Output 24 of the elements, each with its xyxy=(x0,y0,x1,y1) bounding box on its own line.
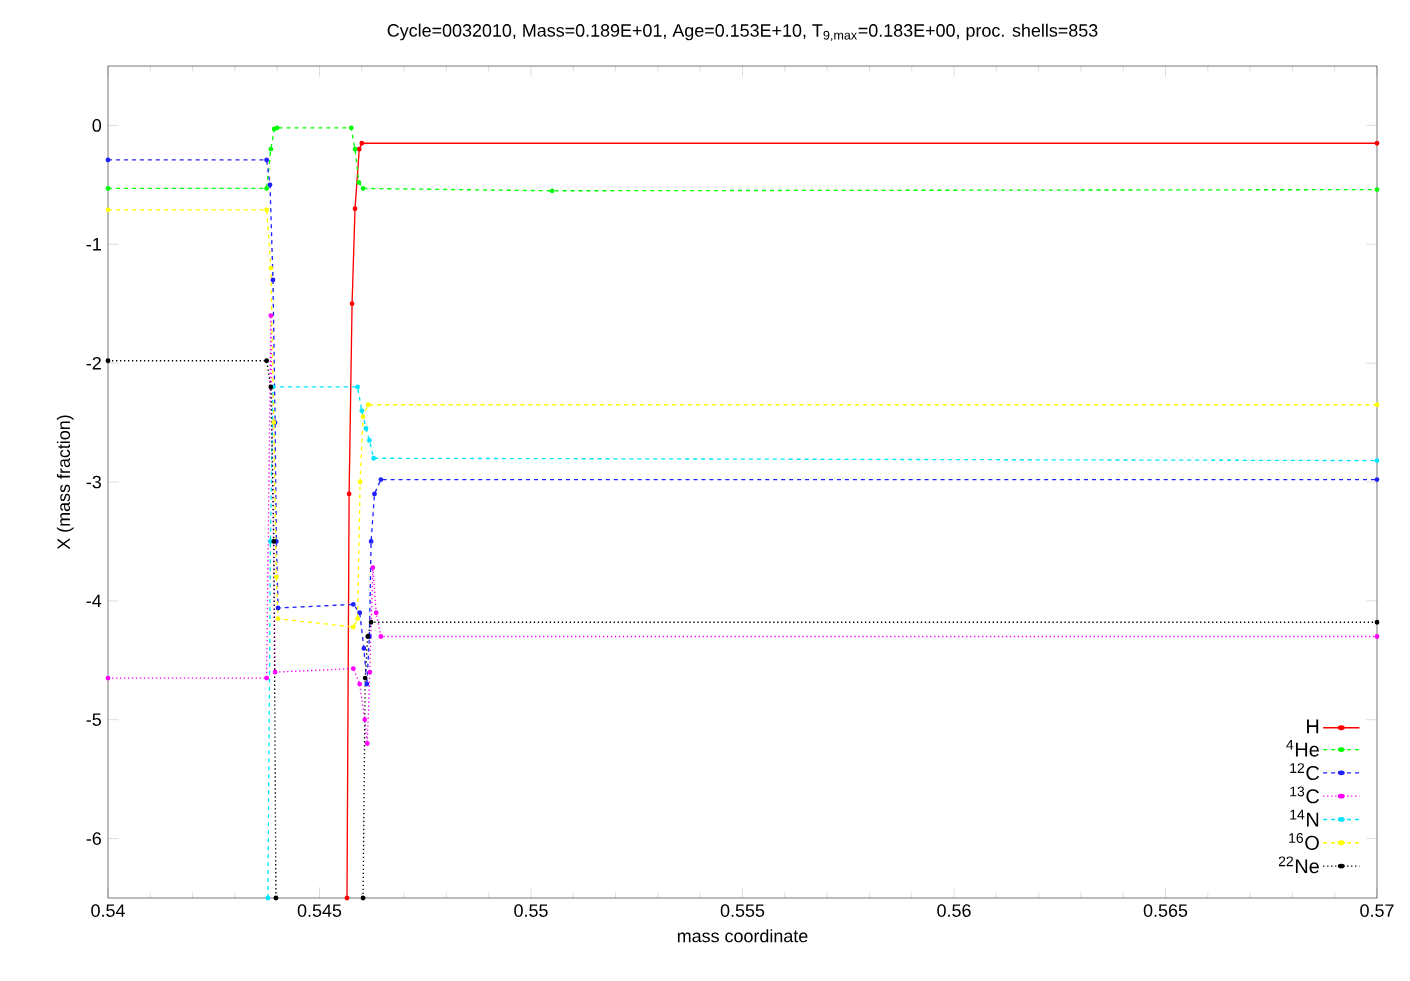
x-tick-label: 0.56 xyxy=(937,904,971,917)
y-tick-label: -6 xyxy=(86,832,101,845)
legend-label: $^{14}$N xyxy=(1290,809,1319,827)
y-tick-label: 0 xyxy=(92,119,102,132)
y-tick-label: -3 xyxy=(86,475,101,489)
y-tick-label: -5 xyxy=(86,713,102,726)
legend-label: $^{13}$C xyxy=(1290,786,1320,804)
x-tick-label: 0.545 xyxy=(297,904,342,917)
legend-label: $^{16}$O xyxy=(1289,833,1319,850)
x-tick-label: 0.565 xyxy=(1143,904,1188,917)
chart-title: Cycle=0032010, Mass=0.189E+01, Age=0.153E+10, T$_{9,max}$=0.183E+00, proc. shells=853 xyxy=(387,23,1098,42)
legend-label: $^{4}$He xyxy=(1286,739,1319,757)
x-tick-label: 0.555 xyxy=(720,904,765,917)
y-axis-title: X (mass fraction) xyxy=(56,415,74,550)
y-tick-label: -4 xyxy=(86,594,102,608)
x-tick-label: 0.55 xyxy=(514,904,548,917)
legend-label: $^{12}$C xyxy=(1290,763,1320,781)
x-tick-label: 0.54 xyxy=(91,904,125,917)
y-tick-label: -2 xyxy=(86,356,101,370)
legend-label: H xyxy=(1307,719,1319,734)
x-tick-label: 0.57 xyxy=(1360,904,1394,917)
x-axis-title: mass coordinate xyxy=(677,929,808,943)
y-tick-label: -1 xyxy=(86,238,101,251)
legend-label: $^{22}$Ne xyxy=(1278,856,1319,874)
